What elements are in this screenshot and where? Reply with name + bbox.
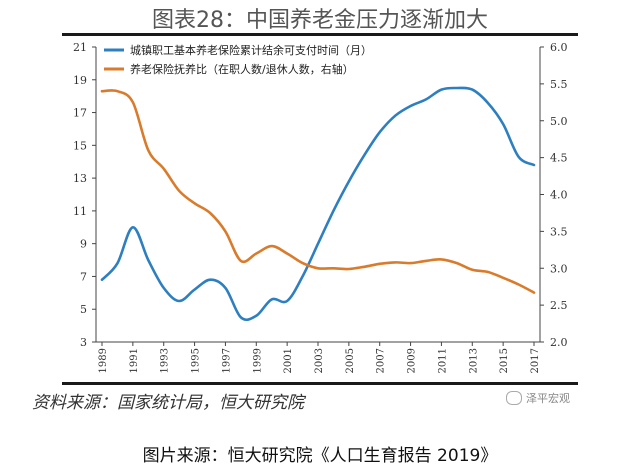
legend: 城镇职工基本养老保险累计结余可支付时间（月） 养老保险抚养比（在职人数/退休人数，…: [104, 43, 372, 76]
right-axis: 2.0 2.5 3.0 3.5 4.0 4.5 5.0 5.5 6.0: [540, 41, 568, 349]
x-tick-label: 2009: [407, 348, 418, 373]
left-axis: 3 5 7 9 11 13 15 17 19 21: [73, 41, 96, 349]
figure-title: 图表28：中国养老金压力逐渐加大: [152, 8, 488, 33]
x-tick-label: 2013: [468, 348, 479, 373]
left-tick-label: 9: [80, 238, 87, 251]
x-axis: 1989 1991 1993 1995 1997 1999 2001 2003 2005 2007…: [98, 342, 541, 373]
x-tick-label: 2001: [283, 348, 294, 373]
left-tick-label: 15: [73, 139, 87, 152]
x-tick-label: 2005: [345, 348, 356, 373]
bottom-rule: [62, 382, 578, 385]
x-tick-label: 2017: [530, 348, 541, 373]
legend-label: 城镇职工基本养老保险累计结余可支付时间（月）: [130, 43, 372, 57]
legend-label: 养老保险抚养比（在职人数/退休人数，右轴）: [130, 62, 354, 76]
image-caption: 图片来源：恒大研究院《人口生育报告 2019》: [142, 446, 498, 466]
top-rule: [62, 33, 578, 36]
x-tick-label: 2015: [499, 348, 510, 373]
left-tick-label: 19: [73, 74, 87, 87]
right-tick-label: 4.0: [550, 189, 568, 202]
series-line-dependency-ratio: [100, 89, 536, 294]
series-layer: [100, 86, 536, 322]
x-tick-label: 1989: [98, 348, 109, 373]
x-tick-label: 1991: [129, 348, 140, 373]
left-tick-label: 5: [80, 303, 87, 316]
x-tick-label: 1993: [160, 348, 171, 373]
x-tick-label: 1997: [221, 348, 232, 373]
left-tick-label: 3: [80, 336, 87, 349]
right-tick-label: 2.5: [550, 299, 568, 312]
source-note: 资料来源：国家统计局，恒大研究院: [32, 393, 304, 413]
right-tick-label: 5.5: [550, 78, 568, 91]
right-tick-label: 5.0: [550, 115, 568, 128]
left-tick-label: 13: [73, 172, 87, 185]
left-tick-label: 21: [73, 41, 87, 54]
x-tick-label: 1995: [191, 348, 202, 373]
watermark-text: 泽平宏观: [526, 392, 570, 405]
x-tick-label: 2007: [376, 348, 387, 373]
right-tick-label: 4.5: [550, 152, 568, 165]
watermark: 泽平宏观: [506, 390, 570, 406]
right-tick-label: 6.0: [550, 41, 568, 54]
x-tick-label: 1999: [252, 348, 263, 373]
x-tick-label: 2003: [314, 348, 325, 373]
left-tick-label: 11: [73, 205, 87, 218]
right-tick-label: 3.0: [550, 262, 568, 275]
series-line-payable-months: [100, 86, 536, 322]
left-tick-label: 17: [73, 107, 87, 120]
x-tick-label: 2011: [437, 348, 448, 373]
right-tick-label: 3.5: [550, 225, 568, 238]
wechat-icon: [506, 391, 522, 405]
left-tick-label: 7: [80, 270, 87, 283]
right-tick-label: 2.0: [550, 336, 568, 349]
